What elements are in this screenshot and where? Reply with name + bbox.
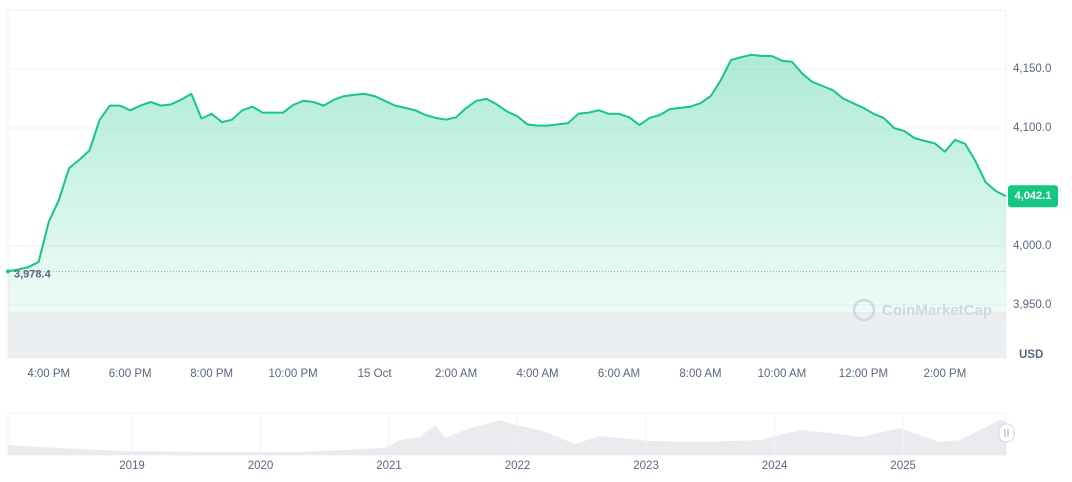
x-tick-label: 6:00 PM [109,368,152,380]
volume-band [8,312,1006,358]
x-tick-label: 10:00 AM [758,368,807,380]
current-price-label: 4,042.1 [1015,190,1052,202]
start-price-label: 3,978.4 [14,268,52,280]
navigator-label: 2025 [890,460,916,472]
x-tick-label: 2:00 AM [435,368,477,380]
watermark: CoinMarketCap [852,298,992,322]
y-unit: USD [1019,349,1043,361]
x-tick-label: 12:00 PM [839,368,888,380]
navigator-label: 2024 [762,460,788,472]
watermark-text: CoinMarketCap [882,302,992,319]
navigator-label: 2019 [119,460,145,472]
x-tick-label: 8:00 PM [190,368,233,380]
x-tick-label: 15 Oct [358,368,393,380]
y-tick-label: 4,000.0 [1013,240,1051,252]
navigator-label: 2020 [248,460,274,472]
start-point [6,269,10,274]
navigator-label: 2022 [505,460,531,472]
x-tick-label: 4:00 AM [516,368,558,380]
y-tick-label: 4,100.0 [1013,122,1051,134]
navigator-label: 2023 [633,460,659,472]
y-tick-label: 4,150.0 [1013,63,1051,75]
navigator-label: 2021 [376,460,402,472]
x-tick-label: 2:00 PM [923,368,966,380]
price-line [7,53,1007,273]
price-area [8,54,1006,359]
y-tick-label: 3,950.0 [1013,299,1051,311]
navigator-handle[interactable] [998,423,1015,443]
current-price-badge [1008,185,1058,208]
x-tick-label: 6:00 AM [598,368,640,380]
x-tick-label: 4:00 PM [27,368,70,380]
x-tick-label: 8:00 AM [679,368,721,380]
x-tick-label: 10:00 PM [269,368,318,380]
navigator-history [8,420,1006,455]
